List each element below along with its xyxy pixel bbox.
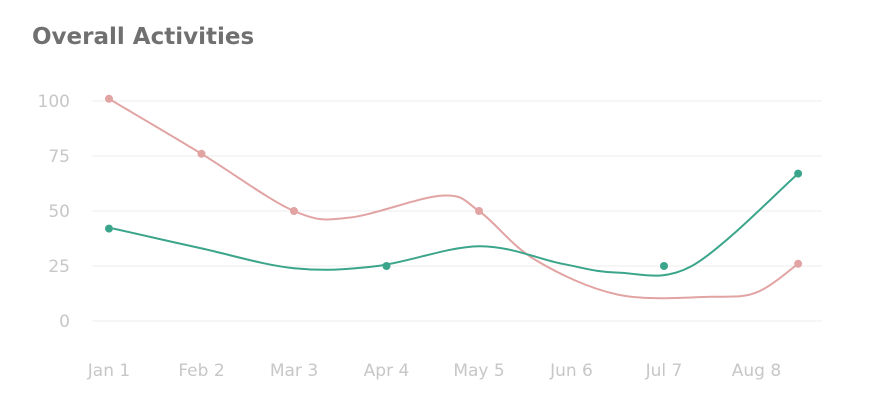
x-tick-label: Jun 6 (549, 361, 593, 381)
x-tick-label: Jan 1 (87, 361, 130, 381)
data-point[interactable] (794, 259, 803, 268)
data-point[interactable] (197, 149, 206, 158)
x-tick-label: May 5 (453, 361, 504, 381)
y-tick-label: 0 (59, 312, 70, 332)
data-point[interactable] (475, 207, 483, 215)
chart-title: Overall Activities (32, 24, 255, 50)
x-tick-label: Feb 2 (178, 361, 224, 381)
data-point[interactable] (660, 262, 668, 270)
data-point[interactable] (105, 224, 113, 233)
series-line (112, 172, 800, 277)
x-tick-label: Aug 8 (732, 361, 781, 381)
y-axis-ticks: 100 75 50 25 0 (38, 92, 70, 332)
data-point[interactable] (290, 207, 298, 215)
data-point[interactable] (382, 262, 391, 270)
data-point[interactable] (794, 169, 803, 178)
y-tick-label: 100 (38, 92, 70, 112)
x-tick-label: Mar 3 (270, 361, 318, 381)
series-layer (105, 94, 803, 300)
y-tick-label: 75 (48, 147, 70, 167)
y-tick-label: 25 (48, 257, 70, 277)
series-2 (105, 169, 803, 277)
x-tick-label: Apr 4 (364, 361, 410, 381)
gridlines (92, 100, 822, 322)
x-tick-label: Jul 7 (645, 361, 683, 381)
y-tick-label: 50 (48, 202, 70, 222)
series-line (108, 97, 800, 300)
series-1 (105, 94, 803, 300)
x-axis-ticks: Jan 1 Feb 2 Mar 3 Apr 4 May 5 Jun 6 Jul 7 Aug 8 (87, 361, 781, 381)
data-point[interactable] (105, 94, 113, 103)
